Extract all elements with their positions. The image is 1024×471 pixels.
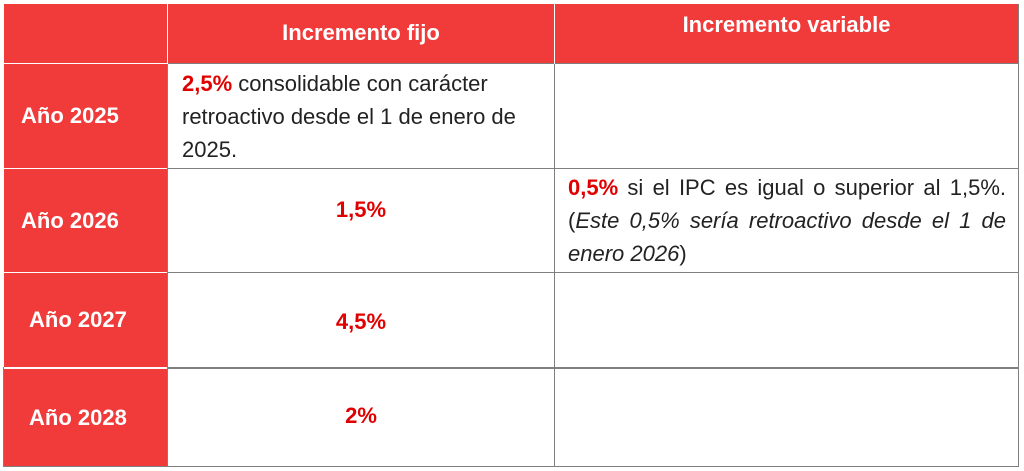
outer-border-right [1018,4,1019,467]
label-divider-4 [4,368,167,369]
fixed-value-2025: 2,5% [182,71,233,96]
variable-cell-2026: 0,5% si el IPC es igual o superior al 1,… [554,168,1019,273]
fixed-value-2027: 4,5% [335,309,387,334]
fixed-cell-2025: 2,5% consolidable con carácter retroacti… [167,63,555,169]
variable-condition-2026: si el IPC es igual o superior al 1,5%. ( [568,175,1006,233]
fixed-cell-2026: 1,5% [167,168,555,273]
header-divider-1 [167,4,168,64]
variable-cell-2027 [554,272,1019,368]
header-variable-increment: Incremento variable [555,4,1018,63]
label-divider-3 [4,272,167,273]
variable-value-2026: 0,5% [568,175,619,200]
header-divider-2 [554,4,555,64]
row-label-2025: Año 2025 [4,64,167,168]
row-label-2026: Año 2026 [4,169,167,272]
fixed-value-2026: 1,5% [335,197,387,222]
outer-border-bottom [3,466,1019,467]
label-divider-2 [4,168,167,169]
header-fixed-increment: Incremento fijo [168,4,554,63]
fixed-cell-2028: 2% [167,368,555,467]
fixed-cell-2027: 4,5% [167,272,555,368]
header-corner-cell [4,4,167,63]
variable-cell-2025 [554,63,1019,169]
row-label-2028: Año 2028 [4,369,167,466]
label-divider-1 [4,63,167,64]
fixed-value-2028: 2% [345,403,377,428]
variable-cell-2028 [554,368,1019,467]
row-label-2027: Año 2027 [4,273,167,367]
outer-border-left-gap [3,367,4,467]
variable-retroactive-note-2026: Este 0,5% sería retroactivo desde el 1 d… [568,208,1006,266]
fixed-description-2025: consolidable con carácter retroactivo de… [182,71,516,162]
variable-close-paren-2026: ) [679,241,687,266]
